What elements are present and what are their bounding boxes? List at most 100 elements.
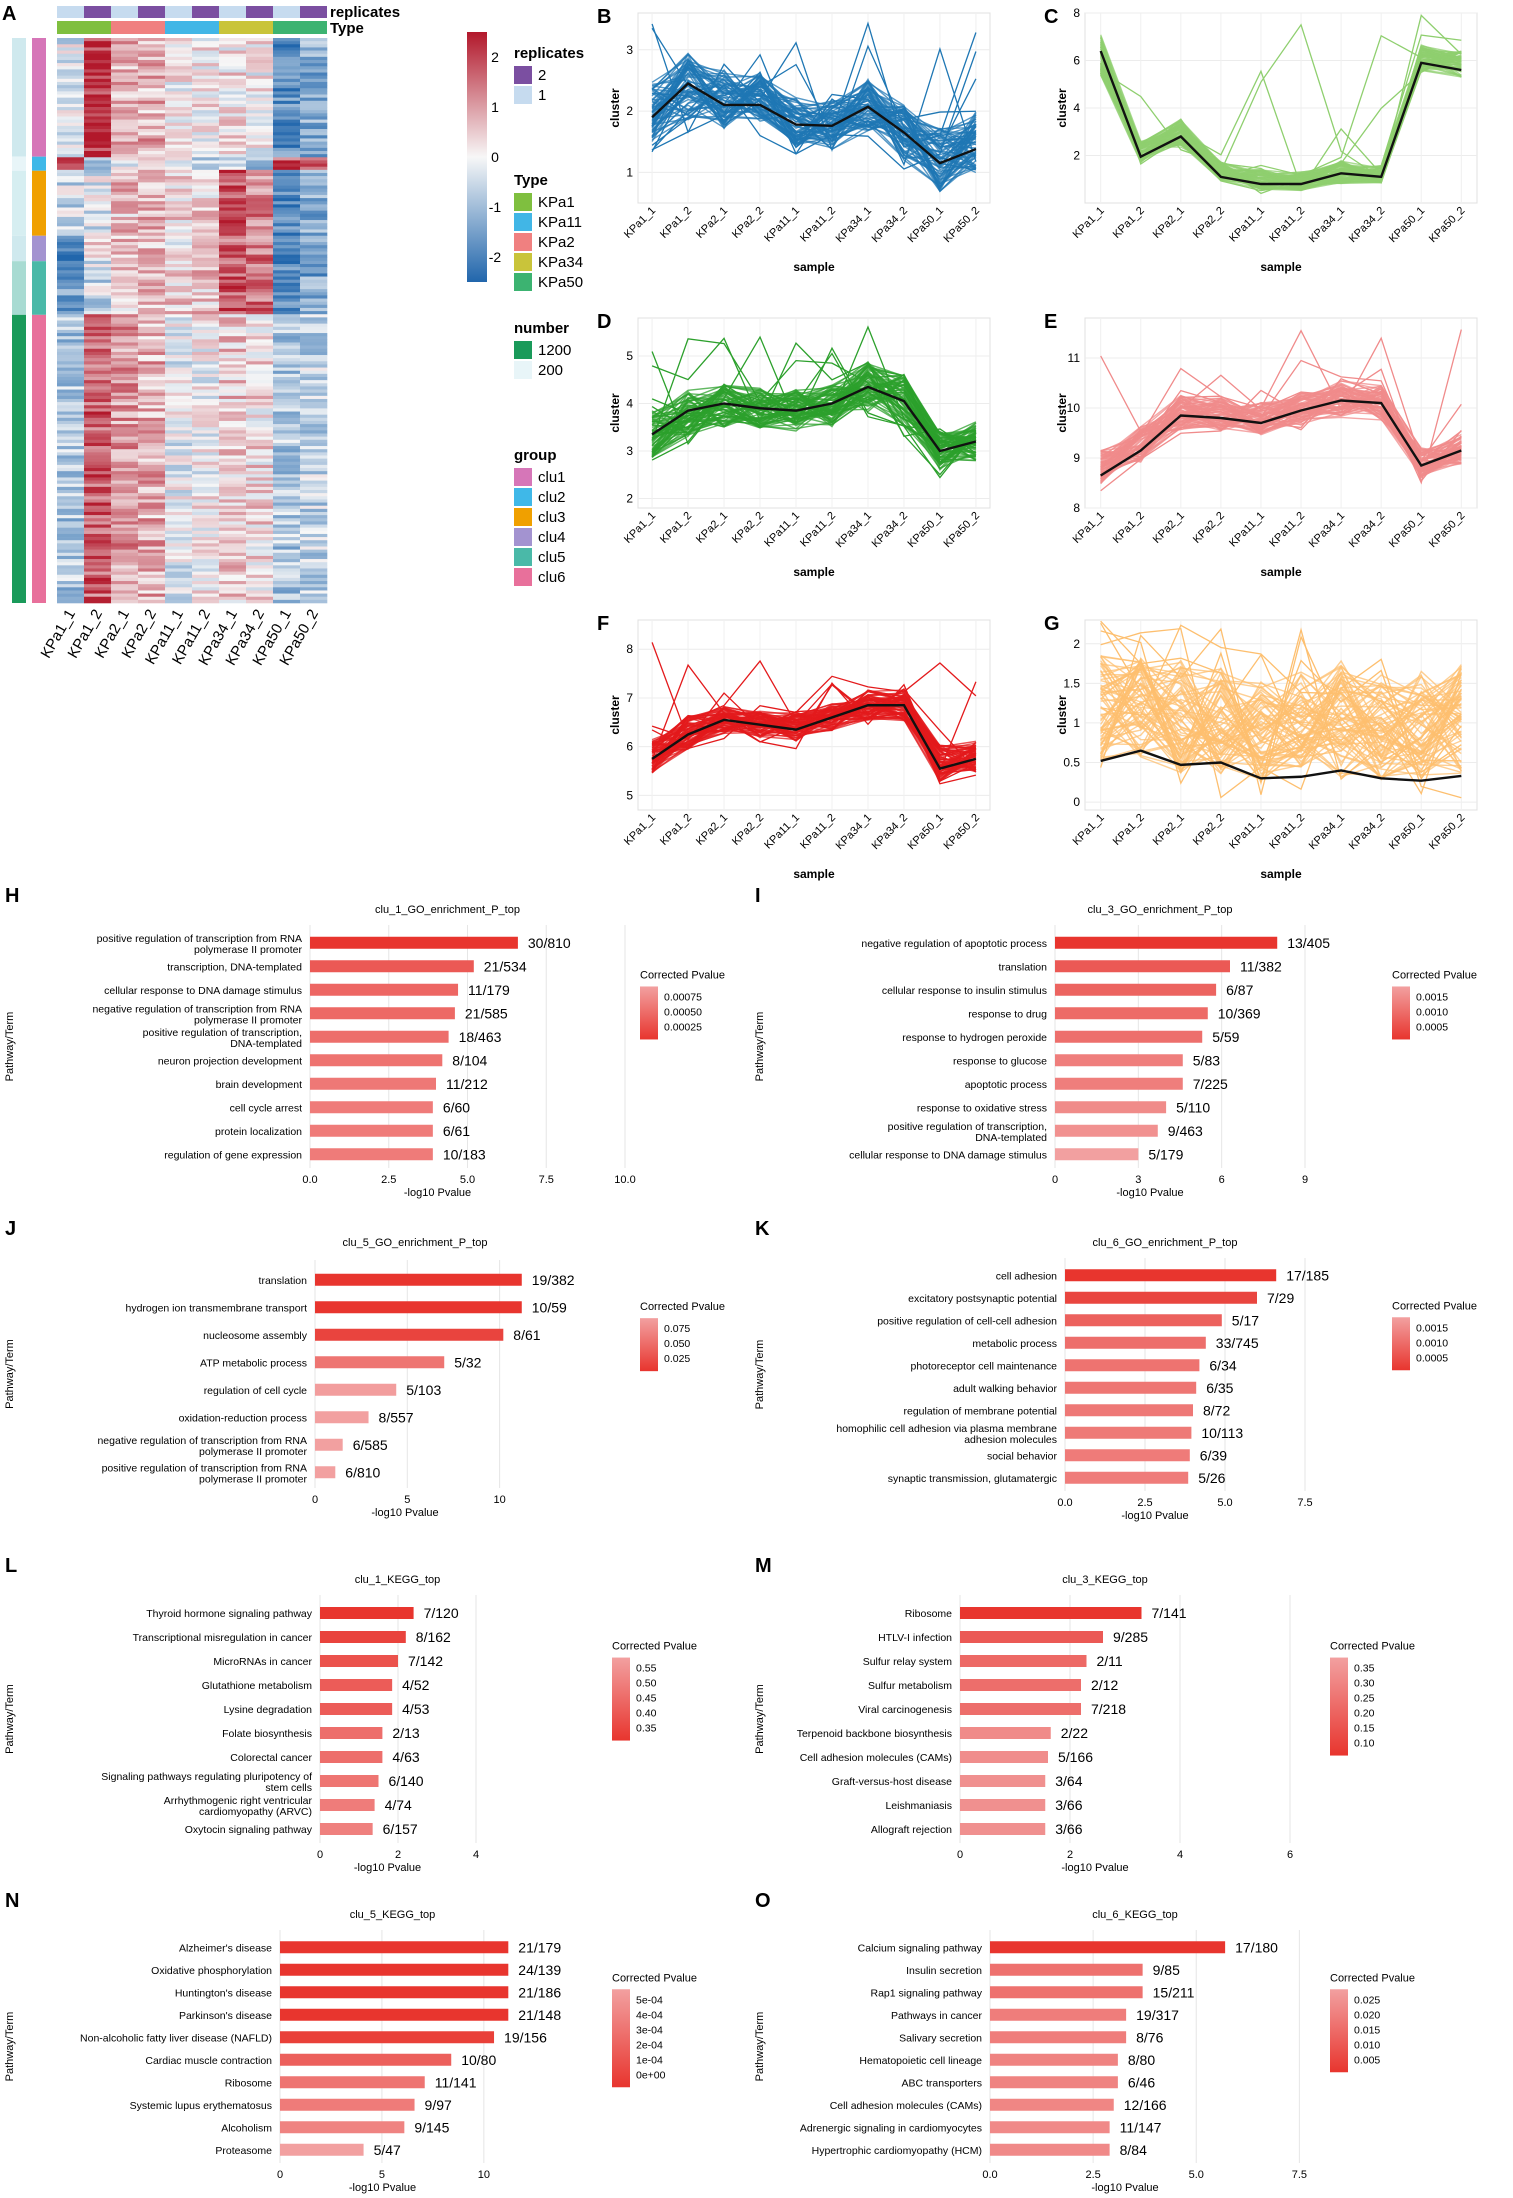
heatmap-cell: [165, 581, 193, 585]
heatmap-cell: [246, 464, 274, 469]
heatmap-cell: [138, 333, 166, 337]
y-axis-label: Pathway/Term: [754, 1684, 766, 1754]
heatmap-cell: [192, 420, 220, 425]
heatmap-cell: [165, 348, 193, 353]
heatmap-cell: [165, 78, 193, 83]
heatmap-cell: [273, 166, 301, 171]
ratio-label: 4/74: [385, 1797, 412, 1813]
heatmap-cell: [192, 452, 220, 456]
heatmap-cell: [219, 424, 247, 428]
heatmap-cell: [300, 204, 328, 208]
heatmap-cell: [57, 427, 85, 431]
heatmap-cell: [273, 235, 301, 240]
legend-tick: 0.050: [664, 1338, 690, 1350]
heatmap-cell: [300, 433, 328, 437]
x-tick-label: KPa2_1: [694, 510, 730, 546]
heatmap-cell: [57, 464, 85, 469]
heatmap-cell: [84, 458, 112, 463]
legend-colorbar: [1330, 1989, 1348, 2073]
heatmap-cell: [273, 471, 301, 475]
category-label: negative regulation of apoptotic process: [861, 938, 1047, 950]
heatmap-cell: [246, 138, 274, 142]
number-annotation: [12, 261, 26, 315]
heatmap-cell: [300, 571, 328, 576]
heatmap-cell: [138, 270, 166, 274]
x-tick-label: KPa50_2: [1427, 205, 1467, 245]
heatmap-cell: [246, 232, 274, 237]
heatmap-cell: [111, 248, 139, 252]
ratio-label: 21/179: [518, 1939, 561, 1955]
heatmap-cell: [219, 455, 247, 459]
category-label: Hypertrophic cardiomyopathy (HCM): [812, 2145, 982, 2157]
heatmap-cell: [246, 490, 274, 494]
heatmap-cell: [273, 298, 301, 302]
heatmap-cell: [192, 342, 220, 346]
legend-label: 2: [538, 67, 546, 84]
heatmap-cell: [192, 329, 220, 334]
heatmap-cell: [138, 191, 166, 196]
y-tick-label: 1: [1073, 716, 1080, 730]
heatmap-cell: [246, 285, 274, 290]
heatmap-cell: [165, 122, 193, 127]
x-tick-label: 0: [317, 1849, 323, 1861]
panel-label: B: [597, 6, 611, 28]
heatmap-cell: [84, 100, 112, 105]
heatmap-cell: [111, 304, 139, 309]
heatmap-cell: [84, 433, 112, 437]
heatmap-cell: [219, 490, 247, 494]
heatmap-cell: [84, 380, 112, 384]
heatmap-cell: [300, 590, 328, 594]
heatmap-cell: [111, 590, 139, 594]
gene-line: [1100, 676, 1462, 778]
heatmap-cell: [138, 151, 166, 155]
heatmap-cell: [111, 204, 139, 208]
heatmap-cell: [165, 373, 193, 378]
heatmap-cell: [138, 289, 166, 293]
bar: [990, 2076, 1118, 2089]
heatmap-cell: [165, 568, 193, 572]
heatmap-cell: [57, 50, 85, 54]
heatmap-cell: [165, 477, 193, 481]
heatmap-cell: [192, 411, 220, 415]
heatmap-cell: [138, 307, 166, 312]
heatmap-cell: [111, 323, 139, 328]
heatmap-cell: [84, 53, 112, 58]
bar: [310, 1054, 443, 1067]
heatmap-cell: [273, 336, 301, 340]
heatmap-cell: [192, 540, 220, 544]
heatmap-cell: [84, 364, 112, 368]
heatmap-cell: [165, 577, 193, 582]
heatmap-cell: [57, 533, 85, 538]
heatmap-cell: [57, 568, 85, 572]
panel-label: I: [755, 885, 761, 907]
heatmap-cell: [273, 508, 301, 513]
y-tick-label: 11: [1068, 351, 1081, 365]
heatmap-cell: [219, 78, 247, 83]
heatmap-cell: [246, 333, 274, 337]
legend-tick: 0.0005: [1416, 1352, 1448, 1364]
mean-line: [651, 385, 977, 453]
heatmap-cell: [219, 129, 247, 133]
x-tick-label: KPa1_1: [622, 510, 658, 546]
heatmap-cell: [273, 38, 301, 42]
heatmap-cell: [57, 254, 85, 259]
heatmap-cell: [300, 276, 328, 280]
heatmap-cell: [138, 125, 166, 130]
gene-line: [651, 78, 976, 149]
legend-tick: 0.35: [636, 1723, 657, 1735]
heatmap-cell: [300, 191, 328, 196]
heatmap-cell: [192, 439, 220, 444]
heatmap-cell: [111, 207, 139, 211]
legend-tick: 0.25: [1354, 1693, 1375, 1705]
panel-label: D: [597, 311, 611, 333]
heatmap-cell: [57, 345, 85, 350]
ratio-label: 9/463: [1168, 1123, 1203, 1139]
heatmap-cell: [138, 154, 166, 158]
heatmap-cell: [246, 468, 274, 472]
heatmap-cell: [138, 464, 166, 469]
category-label: Insulin secretion: [906, 1965, 982, 1977]
heatmap-cell: [165, 527, 193, 532]
heatmap-cell: [273, 392, 301, 397]
category-label: Non-alcoholic fatty liver disease (NAFLD…: [80, 2032, 272, 2044]
